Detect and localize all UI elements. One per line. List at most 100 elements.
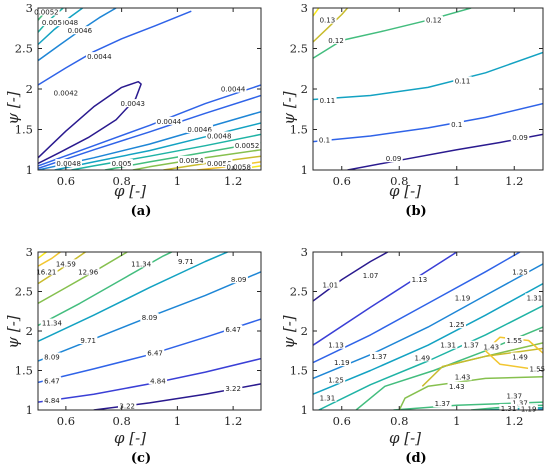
contour-label-text: 1.37 [435, 400, 451, 408]
contour-label-bg [510, 267, 530, 276]
contour-label: 1.37 [369, 351, 389, 361]
y-tick-label: 1.5 [290, 364, 308, 378]
contour-label-bg [76, 267, 100, 276]
contour-label-bg [86, 52, 113, 61]
contour-label-text: 1.43 [483, 343, 499, 351]
x-tick-label: 1.2 [224, 414, 242, 428]
contour-line [313, 282, 543, 395]
x-tick-label: 1 [174, 174, 181, 188]
contour-label-bg [42, 352, 62, 361]
contour-label-bg [318, 95, 337, 104]
contour-label: 1.37 [510, 398, 530, 407]
contour-label: 6.47 [223, 324, 243, 334]
panel-c: 3.22 3.22 4.84 4.84 6.47 6.47 6.47 8.09 8.09 8.09… [4, 245, 262, 466]
contour-label: 8.09 [229, 275, 248, 284]
contour-label: 1.31 [525, 293, 544, 302]
contour-label: 0.0058 [225, 162, 252, 171]
contour-line [421, 347, 543, 387]
contour-label-bg [519, 404, 538, 413]
contour-label: 1.13 [410, 275, 429, 284]
contour-line [38, 252, 61, 267]
contour-label-bg [318, 15, 337, 24]
contour-lines [313, 252, 543, 410]
y-tick-label: 3 [26, 1, 33, 15]
contour-label-bg [40, 318, 64, 327]
contour-line [313, 102, 543, 143]
contour-label-bg [510, 398, 530, 407]
contour-label-bg [528, 364, 547, 373]
contour-label: 1.01 [321, 280, 340, 290]
contour-label-text: 3.22 [119, 403, 135, 411]
contour-label-bg [55, 159, 82, 168]
contour-label-text: 1.31 [527, 294, 543, 302]
contour-label-bg [410, 275, 429, 284]
contour-label-bg [54, 259, 78, 268]
contour-lines [313, 8, 543, 170]
y-tick-label: 2.5 [290, 285, 308, 299]
contour-label-text: 0.12 [426, 17, 442, 25]
contour-label-text: 1.25 [328, 376, 344, 384]
y-tick-label: 3 [26, 245, 33, 259]
contour-label-bg [321, 280, 340, 289]
contour-label-bg [52, 18, 80, 27]
contour-line [313, 252, 458, 346]
contour-label-bg [326, 340, 346, 349]
contour-label: 1.25 [447, 320, 466, 329]
contour-line [132, 149, 261, 170]
contour-lines [38, 252, 261, 410]
contour-label: 0.0054 [178, 155, 205, 165]
contour-label-text: 0.0052 [235, 142, 260, 150]
contour-label-text: 1.43 [455, 373, 471, 381]
contour-label-text: 1.37 [506, 392, 522, 400]
contour-label-text: 0.0044 [87, 53, 112, 61]
contour-label: 0.005 [40, 18, 64, 27]
contour-label-text: 11.34 [131, 260, 152, 268]
contour-label-text: 1.13 [412, 276, 428, 284]
contour-label-bg [453, 293, 472, 302]
contour-label-text: 0.1 [451, 121, 462, 129]
contour-label: 0.0044 [219, 84, 247, 94]
contour-label: 0.0048 [55, 159, 82, 168]
contour-line [71, 133, 261, 170]
contour-label-text: 0.0046 [187, 126, 212, 134]
contour-line [313, 51, 543, 101]
contour-label: 1.49 [510, 352, 530, 362]
contour-label-bg [505, 335, 524, 344]
contour-label-bg [361, 271, 380, 280]
contour-label-text: 1.13 [328, 342, 344, 350]
contour-label-bg [413, 353, 432, 362]
plot-area-a: 0.00420.00430.00440.00440.00440.00460.00… [15, 1, 262, 188]
xlabel-a: φ [-] [114, 182, 146, 200]
contour-label: 0.1 [317, 135, 332, 145]
contour-label-bg [424, 15, 443, 24]
contour-line [313, 8, 472, 59]
x-tick-label: 1.2 [505, 414, 523, 428]
y-tick-label: 2 [26, 324, 33, 338]
contour-label-bg [510, 133, 530, 142]
x-tick-label: 1 [453, 414, 460, 428]
axes-frame [312, 7, 544, 171]
contour-label-bg [233, 141, 261, 150]
contour-label-text: 1.31 [440, 342, 456, 350]
contour-label-bg [186, 125, 213, 133]
contour-label: 9.71 [78, 335, 98, 345]
contour-label-text: 0.0056 [207, 160, 232, 168]
contour-line [38, 8, 64, 33]
contour-label-bg [42, 396, 62, 405]
contour-label: 14.59 [54, 259, 78, 268]
contour-label-bg [326, 375, 346, 384]
contour-label-bg [42, 376, 62, 385]
contour-label: 1.31 [499, 403, 518, 413]
contour-label-text: 1.19 [334, 359, 350, 367]
panel-d: 1.01 1.07 1.13 1.13 1.19 1.19 1.25 1.25 1.25 1.31… [280, 245, 547, 466]
contour-label: 0.0046 [186, 125, 213, 134]
contour-label-text: 0.0048 [56, 160, 81, 168]
contour-label: 9.71 [176, 256, 195, 266]
contour-label-bg [205, 131, 233, 140]
contour-line [38, 10, 192, 86]
contour-label-bg [525, 293, 544, 302]
contour-label: 1.31 [438, 340, 458, 350]
contour-label-text: 0.12 [328, 37, 344, 45]
contour-label-text: 8.09 [44, 354, 60, 362]
